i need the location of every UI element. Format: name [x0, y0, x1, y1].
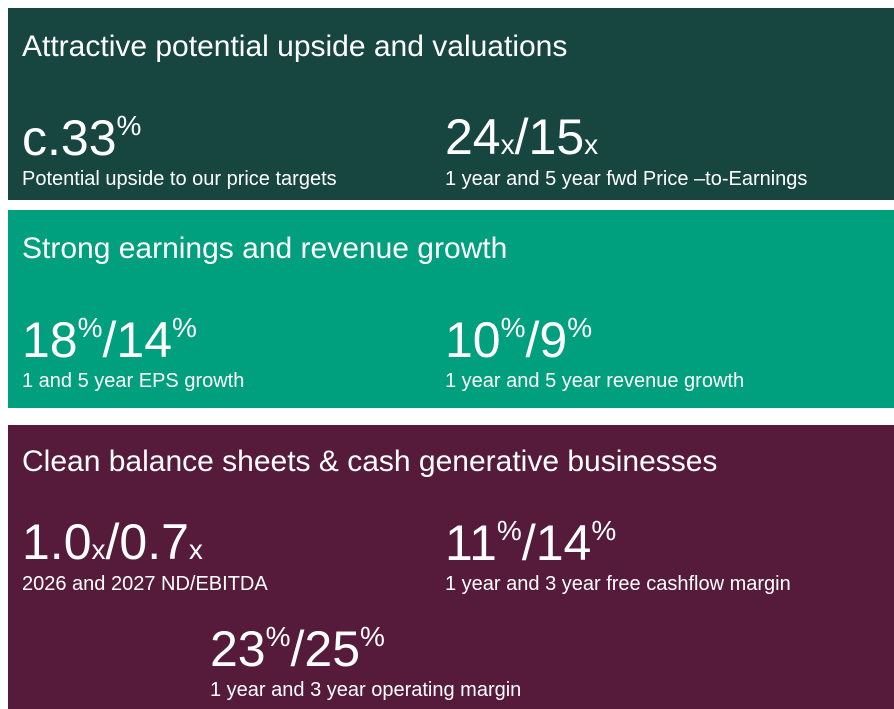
caption: 1 year and 5 year revenue growth — [445, 370, 745, 392]
panel: Attractive potential upside and valuatio… — [8, 8, 894, 200]
figure-part: /9 — [525, 312, 568, 368]
figure: 23%/25% — [210, 623, 521, 675]
figure-part: 23 — [210, 621, 266, 677]
figure-part: % — [360, 621, 385, 652]
figure-part: % — [567, 312, 593, 343]
figure-part: 24 — [445, 109, 501, 165]
figure-part: % — [500, 312, 526, 343]
metric: 11%/14% 1 year and 3 year free cashflow … — [445, 517, 791, 596]
panel-title: Strong earnings and revenue growth — [22, 232, 508, 265]
figure-part: x — [91, 534, 106, 565]
caption: 1 year and 5 year fwd Price –to-Earnings — [445, 168, 808, 190]
panel-title: Clean balance sheets & cash generative b… — [22, 445, 718, 478]
figure-part: % — [77, 312, 103, 343]
figure: 11%/14% — [445, 517, 791, 569]
caption: 1 year and 3 year operating margin — [210, 679, 522, 701]
caption: 1 year and 3 year free cashflow margin — [445, 573, 791, 595]
metric: 10%/9% 1 year and 5 year revenue growth — [445, 314, 744, 393]
metric: 24x/15x 1 year and 5 year fwd Price –to-… — [445, 112, 807, 191]
figure-part: % — [591, 515, 617, 546]
figure-part: /25 — [290, 621, 361, 677]
caption: Potential upside to our price targets — [22, 168, 337, 190]
figure: c.33% — [22, 112, 337, 164]
figure-part: /14 — [102, 312, 173, 368]
figure-part: /14 — [521, 515, 592, 571]
figure-part: 11 — [445, 515, 497, 571]
panel-title: Attractive potential upside and valuatio… — [22, 30, 568, 63]
figure-part: /0.7 — [105, 514, 189, 570]
metric: 1.0x/0.7x 2026 and 2027 ND/EBITDA — [22, 517, 268, 596]
figure-part: % — [116, 110, 142, 141]
figure-part: 18 — [22, 312, 78, 368]
figure: 1.0x/0.7x — [22, 517, 268, 569]
panel: Strong earnings and revenue growth 18%/1… — [8, 210, 894, 408]
caption: 1 and 5 year EPS growth — [22, 370, 245, 392]
figure-part: c.33 — [22, 110, 117, 166]
figure-part: x — [188, 534, 203, 565]
figure: 18%/14% — [22, 314, 244, 366]
figure-part: x — [500, 129, 515, 160]
figure-part: % — [496, 515, 522, 546]
metric: 23%/25% 1 year and 3 year operating marg… — [210, 623, 521, 702]
metric: c.33% Potential upside to our price targ… — [22, 112, 337, 191]
metric: 18%/14% 1 and 5 year EPS growth — [22, 314, 244, 393]
figure-part: 1.0 — [22, 514, 92, 570]
figure-part: % — [172, 312, 197, 343]
caption: 2026 and 2027 ND/EBITDA — [22, 573, 268, 595]
figure-part: % — [265, 621, 291, 652]
panel: Clean balance sheets & cash generative b… — [8, 425, 894, 709]
figure: 10%/9% — [445, 314, 744, 366]
figure-part: 10 — [445, 312, 501, 368]
figure-part: /15 — [514, 109, 585, 165]
figure: 24x/15x — [445, 112, 807, 164]
figure-part: x — [584, 129, 599, 160]
